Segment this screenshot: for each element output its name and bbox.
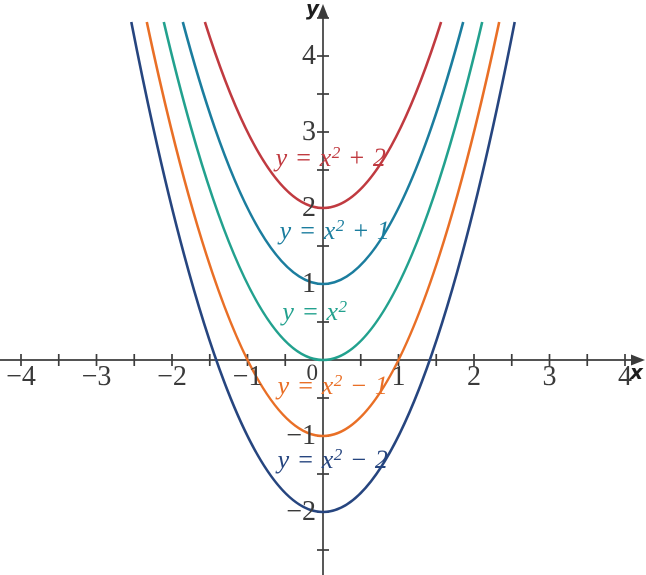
y-axis-arrow	[317, 4, 329, 18]
parabola-curve	[181, 21, 465, 285]
parabola-curve	[130, 21, 516, 513]
x-axis-arrow	[631, 354, 645, 366]
parabola-curve	[145, 21, 501, 438]
parabola-curve	[162, 21, 484, 361]
parabola-curve	[203, 21, 443, 210]
